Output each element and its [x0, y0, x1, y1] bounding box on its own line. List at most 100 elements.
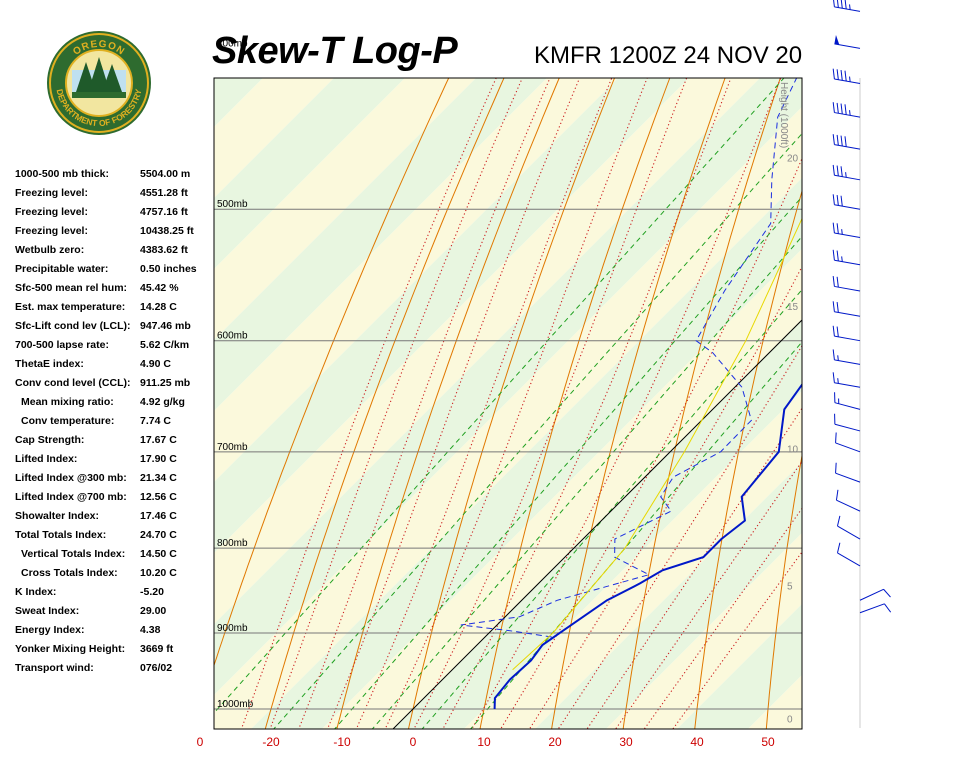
wind-barb	[833, 0, 861, 12]
dry-adiabat	[765, 452, 802, 729]
index-label: Lifted Index @700 mb:	[15, 491, 127, 503]
index-label: Sfc-500 mean rel hum:	[15, 282, 128, 294]
wind-barb	[835, 462, 861, 483]
isobar-label: 900mb	[217, 623, 248, 634]
wind-barb	[832, 249, 861, 266]
wind-barb	[836, 515, 861, 540]
wind-barb	[832, 372, 861, 388]
isobar-label: 1000mb	[217, 699, 254, 710]
dry-adiabat	[909, 0, 960, 744]
dewpoint-profile	[460, 78, 798, 638]
moist-adiabat	[355, 78, 613, 729]
index-label: 1000-500 mb thick:	[15, 168, 109, 180]
x-tick-label: 40	[690, 735, 704, 749]
index-value: 947.46 mb	[140, 320, 191, 332]
index-label: Freezing level:	[15, 206, 88, 218]
zero-isotherm	[392, 319, 802, 729]
index-label: ThetaE index:	[15, 358, 84, 370]
index-label: 700-500 lapse rate:	[15, 339, 109, 351]
height-axis-label: Height (1000ft)	[778, 82, 789, 148]
x-tick-label: 30	[619, 735, 633, 749]
chart-title: Skew-T Log-P	[212, 30, 458, 72]
height-tick-label: 5	[787, 582, 793, 593]
wind-barb	[832, 222, 861, 239]
isobar-label: 600mb	[217, 331, 248, 342]
wind-barb	[859, 603, 892, 614]
x-tick-label: 0	[410, 735, 417, 749]
moist-adiabat	[298, 78, 551, 729]
height-tick-label: 15	[787, 302, 799, 313]
index-value: 911.25 mb	[140, 377, 191, 389]
parcel-profile	[512, 217, 802, 671]
x-tick-label: 0	[197, 735, 204, 749]
x-tick-label: 50	[761, 735, 775, 749]
dry-adiabat	[479, 78, 671, 729]
wind-barb	[832, 301, 861, 317]
height-tick-label: 10	[787, 444, 799, 455]
index-value: 5504.00 m	[140, 168, 191, 180]
index-value: 4.38	[140, 624, 161, 636]
index-label: Lifted Index @300 mb:	[15, 472, 127, 484]
index-value: 17.67 C	[140, 434, 177, 446]
temperature-band	[606, 533, 802, 729]
temperature-band	[464, 391, 802, 729]
index-value: 7.74 C	[140, 415, 171, 427]
isobar-label: 700mb	[217, 442, 248, 453]
index-value: 24.70 C	[140, 529, 177, 541]
x-tick-label: 10	[477, 735, 491, 749]
index-value: 17.90 C	[140, 453, 177, 465]
wind-barb	[832, 134, 861, 150]
index-label: Sfc-Lift cond lev (LCL):	[15, 320, 131, 332]
x-tick-label: -20	[262, 735, 280, 749]
index-label: Energy Index:	[15, 624, 85, 636]
index-value: 4551.28 ft	[140, 187, 188, 199]
oregon-forestry-logo: OREGON DEPARTMENT OF FORESTRY	[47, 31, 151, 135]
index-value: 4757.16 ft	[140, 206, 188, 218]
index-label: Cap Strength:	[15, 434, 85, 446]
wind-barb	[859, 588, 891, 601]
temperature-band	[0, 78, 121, 729]
index-label: Mean mixing ratio:	[21, 396, 114, 408]
index-value: 10438.25 ft	[140, 225, 194, 237]
dry-adiabat	[837, 0, 960, 744]
height-tick-label: 20	[787, 154, 799, 165]
index-label: Conv cond level (CCL):	[15, 377, 131, 389]
index-value: 21.34 C	[140, 472, 177, 484]
temperature-band	[748, 675, 802, 729]
wind-barb	[835, 432, 861, 453]
index-value: 4.92 g/kg	[140, 396, 185, 408]
dry-adiabat	[407, 78, 616, 729]
index-label: Sweat Index:	[15, 605, 80, 617]
mixing-ratio-line	[214, 78, 785, 714]
temperature-band	[322, 248, 802, 729]
plot-frame	[213, 77, 803, 730]
temperature-band	[251, 178, 802, 729]
mixing-ratio-line	[421, 288, 802, 729]
index-label: Vertical Totals Index:	[21, 548, 126, 560]
index-value: 076/02	[140, 662, 173, 674]
index-label: Freezing level:	[15, 187, 88, 199]
index-label: Transport wind:	[15, 662, 94, 674]
moist-adiabat	[269, 78, 523, 729]
wind-barb	[832, 276, 861, 292]
index-value: 5.62 C/km	[140, 339, 190, 351]
dry-adiabat	[214, 78, 450, 667]
temperature-profile	[493, 382, 802, 710]
index-value: 4383.62 ft	[140, 244, 188, 256]
moist-adiabat	[326, 78, 581, 729]
dry-adiabat	[694, 189, 802, 729]
wind-barb	[836, 542, 861, 567]
index-value: 29.00	[140, 605, 167, 617]
index-label: Wetbulb zero:	[15, 244, 85, 256]
x-tick-label: -10	[333, 735, 351, 749]
wind-barb	[832, 164, 861, 181]
wind-barb	[835, 489, 861, 512]
dry-adiabat	[264, 78, 505, 729]
index-value: 14.50 C	[140, 548, 177, 560]
index-value: -5.20	[140, 586, 164, 598]
wind-barb	[832, 194, 861, 210]
index-value: 4.90 C	[140, 358, 171, 370]
moist-adiabat	[442, 78, 732, 729]
wind-barb	[832, 325, 861, 342]
